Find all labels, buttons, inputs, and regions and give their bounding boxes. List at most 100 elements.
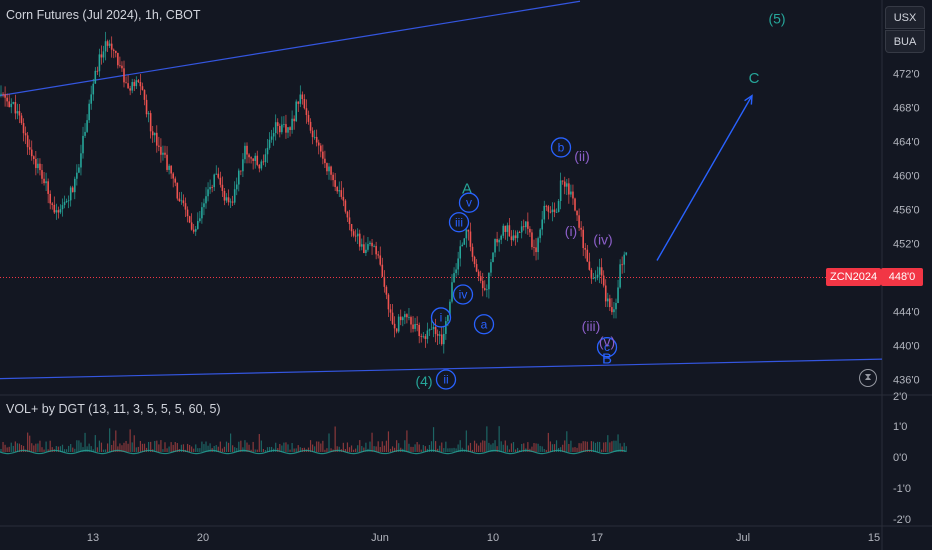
volume-bar (201, 441, 203, 452)
candle-body (254, 155, 256, 161)
candle-body (590, 269, 593, 279)
wave-circle (473, 314, 495, 335)
volume-bar (387, 431, 390, 452)
volume-bar (562, 444, 564, 452)
candle-body (211, 187, 213, 188)
candle-body (67, 200, 70, 202)
volume-indicator-label[interactable]: VOL+ by DGT (13, 11, 3, 5, 5, 5, 60, 5) (6, 402, 221, 416)
volume-bar (125, 440, 127, 452)
volume-bar (492, 443, 494, 452)
volume-bar (39, 440, 41, 452)
time-axis[interactable]: 13 20 Jun 10 17 Jul 15 (87, 532, 880, 544)
volume-bar (74, 448, 76, 452)
volume-bar (131, 442, 133, 452)
candle-body (484, 288, 486, 290)
volume-axis[interactable]: 2'0 1'0 0'0 -1'0 -2'0 (893, 391, 911, 526)
candle-body (619, 264, 621, 288)
volume-bar (260, 440, 262, 452)
candle-body (74, 178, 76, 193)
volume-bar (389, 448, 392, 452)
candle-body (184, 203, 187, 210)
volume-bar (195, 444, 197, 452)
projection-arrow[interactable] (656, 94, 753, 261)
candle-body (363, 244, 365, 254)
candle-body (529, 228, 531, 233)
candle-body (490, 262, 492, 273)
candle-body (559, 180, 562, 202)
volume-bar (107, 443, 109, 452)
candle-body (426, 330, 429, 339)
price-axis[interactable]: 472'0 468'0 464'0 460'0 456'0 452'0 444'0 440'0… (893, 69, 920, 387)
candle-body (568, 183, 570, 195)
volume-bar (72, 447, 74, 452)
volume-bar (619, 443, 621, 452)
volume-bar (316, 441, 318, 452)
wave-label: (5) (768, 10, 785, 26)
candle-body (178, 198, 181, 202)
volume-bar (271, 446, 273, 452)
candle-body (479, 276, 482, 281)
volume-bar (246, 442, 248, 452)
volume-bar (566, 431, 568, 452)
currency-usx-button[interactable]: USX (885, 6, 925, 29)
volume-bar (170, 442, 172, 452)
wave-label-circle: iv (452, 284, 474, 305)
volume-bar (476, 443, 478, 452)
candle-body (338, 190, 341, 192)
volume-bar (517, 447, 519, 452)
volume-bar (57, 446, 59, 452)
trendlines[interactable] (0, 0, 883, 380)
volume-bar (328, 433, 330, 452)
volume-bar (457, 444, 459, 452)
volume-bar (76, 440, 78, 452)
volume-bar (248, 444, 250, 452)
volume-bar (373, 446, 375, 452)
volume-bar (262, 448, 264, 452)
volume-bar (519, 449, 521, 452)
candle-body (180, 200, 183, 202)
volume-bar (8, 446, 10, 452)
volume-bar (465, 430, 467, 452)
candle-body (443, 333, 445, 345)
volume-bar (353, 449, 355, 452)
candle-body (295, 101, 297, 122)
volume-bar (578, 443, 580, 452)
volume-bar (111, 444, 113, 452)
volume-tick-label: 1'0 (893, 421, 907, 433)
volume-bar (498, 426, 500, 452)
volume-bar (162, 449, 164, 452)
volume-bar (346, 442, 349, 452)
volume-bar (447, 448, 449, 452)
price-tick-label: 456'0 (893, 205, 920, 217)
volume-bar (176, 443, 178, 452)
candle-body (250, 157, 252, 159)
candle-body (527, 221, 529, 229)
volume-bar (314, 446, 316, 452)
volume-bar (279, 443, 281, 452)
candle-body (12, 102, 15, 104)
candle-body (176, 182, 179, 199)
currency-bua-button[interactable]: BUA (885, 30, 925, 53)
volume-bar (424, 446, 426, 452)
candle-body (402, 317, 404, 321)
volume-bar (488, 442, 490, 452)
candle-body (61, 205, 64, 210)
hourglass-icon[interactable]: ⧗ (859, 369, 877, 387)
candle-body (383, 276, 386, 287)
candle-body (422, 336, 425, 338)
candle-body (285, 124, 287, 133)
candle-body (37, 163, 39, 169)
candle-body (287, 127, 289, 133)
candle-body (623, 254, 625, 265)
candle-body (82, 135, 84, 154)
volume-bar (213, 445, 215, 452)
candle-body (53, 204, 56, 213)
candle-body (447, 315, 449, 322)
candle-body (246, 145, 248, 155)
volume-bar (117, 446, 119, 452)
wave-circle (596, 337, 618, 358)
volume-bar (449, 448, 451, 452)
candle-body (244, 145, 246, 160)
